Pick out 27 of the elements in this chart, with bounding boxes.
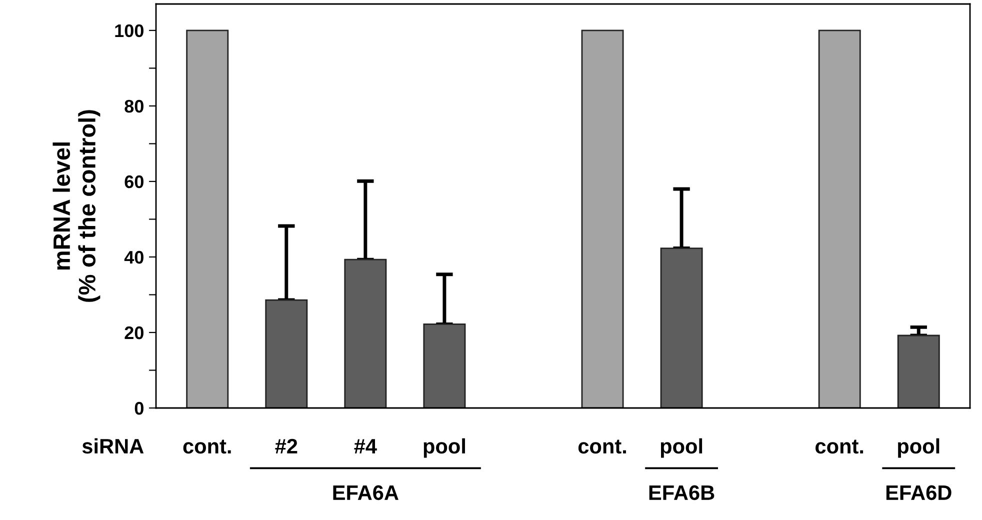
- y-tick-label: 60: [124, 175, 144, 188]
- y-tick-label: 0: [134, 402, 144, 415]
- x-tick-label: #2: [275, 438, 298, 454]
- bar: [344, 258, 387, 408]
- text: EFA6D: [886, 485, 952, 500]
- bar: [581, 30, 624, 408]
- x-tick-label: cont.: [816, 440, 864, 454]
- y-tick-label: 80: [124, 100, 144, 113]
- text: siRNA: [82, 438, 144, 454]
- bar: [265, 299, 308, 408]
- x-tick-label: pool: [424, 438, 465, 458]
- bar: [660, 248, 703, 408]
- x-tick-label: pool: [660, 438, 702, 458]
- y-tick-label: 40: [124, 250, 144, 264]
- y-tick-label: 100: [115, 24, 144, 38]
- bar: [423, 323, 466, 408]
- y-axis-title: mRNA level (% of the control): [52, 110, 100, 302]
- bar: [818, 30, 861, 408]
- text: EFA6A: [333, 485, 398, 500]
- text: EFA6B: [649, 485, 714, 500]
- x-tick-label: pool: [898, 438, 940, 458]
- bar: [897, 334, 940, 408]
- x-tick-label: #4: [354, 439, 377, 454]
- bar: [186, 30, 229, 408]
- x-tick-label: cont.: [578, 440, 626, 454]
- y-tick-label: 20: [124, 326, 144, 340]
- x-tick-label: cont.: [183, 440, 231, 454]
